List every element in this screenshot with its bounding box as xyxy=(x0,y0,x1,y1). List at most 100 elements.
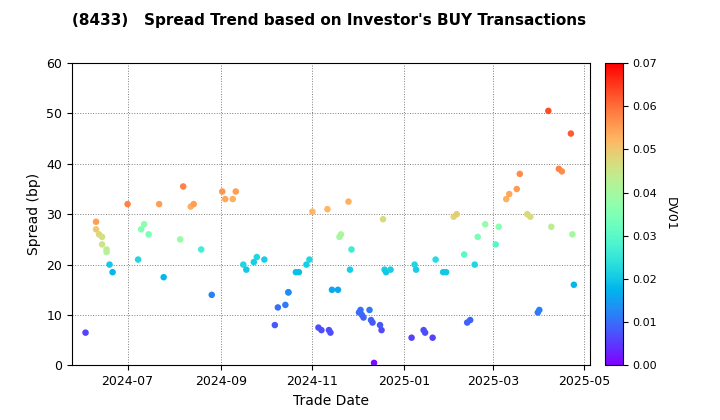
Point xyxy=(568,281,580,288)
Point xyxy=(248,259,260,265)
Point xyxy=(462,319,473,326)
Point xyxy=(469,261,480,268)
Point xyxy=(356,312,368,318)
Point xyxy=(135,226,147,233)
Point xyxy=(332,286,343,293)
Point xyxy=(206,291,217,298)
Point xyxy=(217,188,228,195)
Point xyxy=(409,261,420,268)
Point xyxy=(511,186,523,192)
Point xyxy=(122,201,133,207)
Point xyxy=(358,314,369,321)
Point xyxy=(238,261,249,268)
Y-axis label: DV01: DV01 xyxy=(664,197,677,231)
Point xyxy=(258,256,270,263)
Point xyxy=(307,208,318,215)
Point xyxy=(188,201,199,207)
Point xyxy=(143,231,154,238)
Point xyxy=(419,329,431,336)
Point xyxy=(230,188,241,195)
Point xyxy=(96,234,108,240)
Point xyxy=(107,269,118,276)
Point xyxy=(567,231,578,238)
Point xyxy=(279,302,291,308)
Point xyxy=(290,269,302,276)
Point xyxy=(283,289,294,296)
Point xyxy=(366,319,378,326)
Point xyxy=(493,223,505,230)
Point xyxy=(315,327,327,333)
Point xyxy=(96,241,108,248)
Point xyxy=(430,256,441,263)
Point xyxy=(503,191,515,197)
Point xyxy=(272,304,284,311)
Point xyxy=(101,249,112,255)
Point xyxy=(325,329,336,336)
Point xyxy=(251,254,263,260)
X-axis label: Trade Date: Trade Date xyxy=(293,394,369,408)
Point xyxy=(379,266,390,273)
Point xyxy=(441,269,452,276)
Point xyxy=(283,289,294,296)
Text: (8433)   Spread Trend based on Investor's BUY Transactions: (8433) Spread Trend based on Investor's … xyxy=(72,13,586,28)
Point xyxy=(354,309,365,316)
Point xyxy=(490,241,502,248)
Point xyxy=(534,307,545,313)
Point xyxy=(269,322,281,328)
Point xyxy=(346,246,357,253)
Point xyxy=(94,231,105,238)
Point xyxy=(532,309,544,316)
Point xyxy=(377,216,389,223)
Point xyxy=(437,269,449,276)
Point xyxy=(406,334,418,341)
Point xyxy=(80,329,91,336)
Point xyxy=(514,171,526,177)
Point xyxy=(174,236,186,243)
Point xyxy=(480,221,491,228)
Point xyxy=(553,165,564,172)
Point xyxy=(451,211,462,218)
Point xyxy=(333,234,345,240)
Point xyxy=(326,286,338,293)
Point xyxy=(380,269,392,276)
Point xyxy=(177,183,189,190)
Point xyxy=(132,256,144,263)
Y-axis label: Spread (bp): Spread (bp) xyxy=(27,173,41,255)
Point xyxy=(153,201,165,207)
Point xyxy=(323,327,335,333)
Point xyxy=(556,168,567,175)
Point xyxy=(525,213,536,220)
Point xyxy=(355,307,366,313)
Point xyxy=(293,269,305,276)
Point xyxy=(500,196,512,202)
Point xyxy=(543,108,554,114)
Point xyxy=(376,327,387,333)
Point xyxy=(546,223,557,230)
Point xyxy=(472,234,483,240)
Point xyxy=(301,261,312,268)
Point xyxy=(374,322,386,328)
Point xyxy=(90,226,102,233)
Point xyxy=(240,266,252,273)
Point xyxy=(185,203,197,210)
Point xyxy=(365,317,377,323)
Point xyxy=(565,130,577,137)
Point xyxy=(384,266,396,273)
Point xyxy=(427,334,438,341)
Point xyxy=(104,261,115,268)
Point xyxy=(344,266,356,273)
Point xyxy=(158,274,169,281)
Point xyxy=(227,196,238,202)
Point xyxy=(410,266,422,273)
Point xyxy=(312,324,324,331)
Point xyxy=(418,327,429,333)
Point xyxy=(304,256,315,263)
Point xyxy=(343,198,354,205)
Point xyxy=(364,307,375,313)
Point xyxy=(138,221,150,228)
Point xyxy=(101,246,112,253)
Point xyxy=(521,211,533,218)
Point xyxy=(220,196,231,202)
Point xyxy=(90,218,102,225)
Point xyxy=(448,213,459,220)
